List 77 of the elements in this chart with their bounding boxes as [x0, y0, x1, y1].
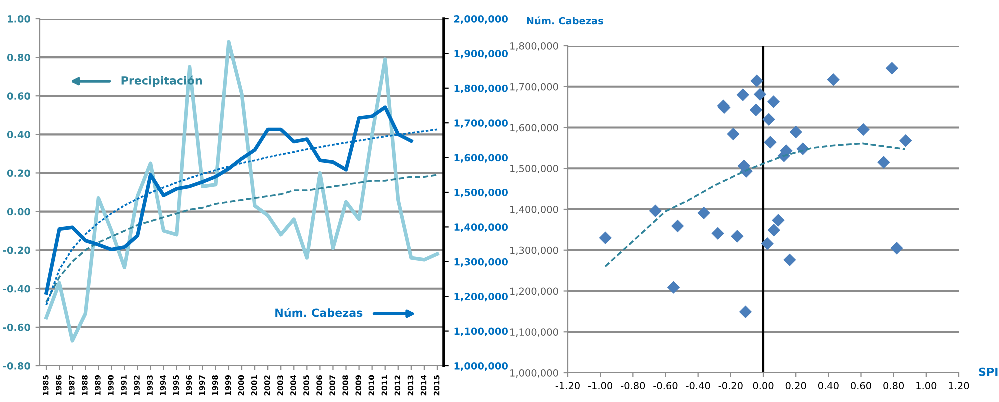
point [712, 227, 724, 240]
point [731, 230, 744, 243]
point [649, 204, 662, 218]
y-tick-label: 1,700,000 [510, 83, 558, 92]
y-tick-label: 1,600,000 [510, 124, 558, 133]
point [764, 136, 777, 149]
y2-tick-label: 2,000,000 [454, 15, 508, 24]
y-tick-label: -0.80 [3, 362, 31, 370]
x-tick-label: 0.00 [753, 382, 774, 390]
x-tick-label: 1.20 [949, 382, 970, 390]
y-tick-label: -0.60 [3, 324, 31, 332]
point [762, 113, 776, 126]
y-tick-label: -0.20 [3, 246, 31, 254]
y-tick-label: -0.40 [3, 285, 31, 293]
x-tick-label: -0.20 [718, 382, 743, 390]
x-tick-label: -1.00 [588, 382, 613, 390]
point [754, 88, 767, 102]
y2-tick-label: 1,600,000 [454, 154, 508, 163]
y-tick-label: 0.60 [7, 92, 31, 100]
point [772, 214, 785, 227]
y-tick-label: 0.80 [7, 54, 31, 62]
y-tick-label: 1,300,000 [510, 246, 558, 256]
point [599, 232, 612, 244]
x-tick-label: -0.80 [621, 382, 646, 390]
y-tick-label: 0.00 [7, 208, 31, 216]
x-axis-title: SPI [979, 368, 998, 376]
y2-tick-label: 1,300,000 [454, 258, 508, 267]
y-tick-label: 1,800,000 [510, 42, 558, 51]
x-tick-label: 1.00 [916, 382, 937, 390]
y2-tick-label: 1,900,000 [454, 50, 508, 59]
line-series [46, 174, 438, 304]
x-tick-label: 0.20 [786, 382, 806, 390]
x-tick-label: -1.20 [556, 382, 580, 390]
point [890, 242, 904, 255]
point [761, 237, 774, 250]
point [750, 104, 763, 117]
point [768, 224, 780, 237]
point [767, 96, 780, 108]
point [667, 281, 680, 294]
y2-tick-label: 1,400,000 [454, 224, 508, 232]
x-tick-label: -0.40 [686, 382, 710, 390]
point [878, 156, 890, 169]
point [727, 128, 740, 141]
y-tick-label: 1,100,000 [510, 328, 558, 337]
y-tick-label: 1,500,000 [510, 165, 558, 174]
y2-tick-label: 1,800,000 [454, 84, 508, 94]
x-tick-label: 0.40 [818, 382, 839, 390]
y2-tick-label: 1,200,000 [454, 293, 508, 302]
y2-tick-label: 1,500,000 [454, 188, 508, 198]
point [790, 126, 802, 139]
point [857, 123, 870, 136]
point [739, 306, 752, 318]
y2-tick-label: 1,000,000 [454, 362, 508, 372]
x-tick-label: -0.60 [654, 382, 678, 390]
y-tick-label: 1.00 [8, 15, 31, 23]
point [886, 62, 899, 75]
y-tick-label: 1,200,000 [510, 288, 558, 296]
x-tick-label: 0.60 [851, 382, 872, 390]
point [671, 220, 684, 233]
y-tick-label: 1,400,000 [510, 206, 558, 214]
point [900, 134, 912, 148]
point [827, 74, 840, 86]
y-axis-title: Núm. Cabezas [527, 16, 604, 25]
annotation: Núm. Cabezas [276, 308, 363, 318]
y-tick-label: 1,000,000 [510, 369, 558, 378]
line-series [604, 142, 906, 268]
annotation: Precipitación [122, 76, 202, 88]
line-series [44, 40, 440, 343]
point [784, 254, 796, 267]
point [750, 74, 764, 88]
y-tick-label: 0.40 [7, 131, 31, 138]
y2-tick-label: 1,700,000 [454, 120, 508, 128]
point [736, 88, 750, 102]
y-tick-label: 0.20 [7, 170, 31, 178]
y2-tick-label: 1,100,000 [454, 328, 508, 336]
x-tick-label: 0.80 [884, 382, 904, 390]
point [698, 206, 710, 220]
